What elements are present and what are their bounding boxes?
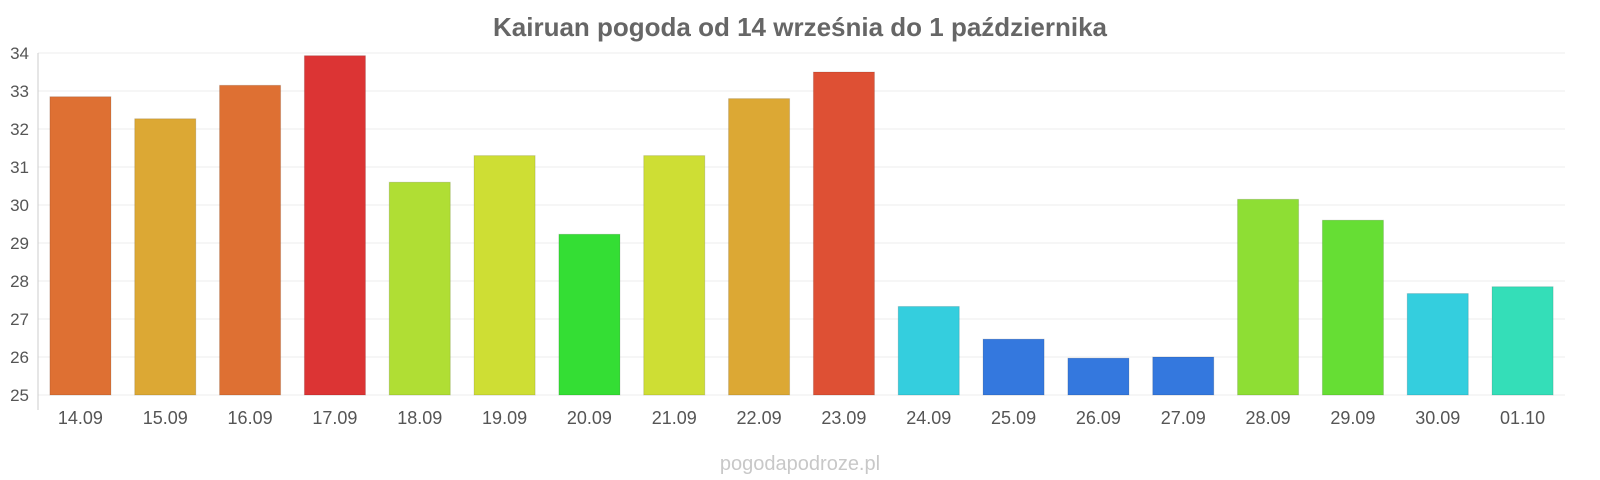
- x-tick-label: 22.09: [737, 408, 782, 428]
- bar-29.09[interactable]: [1321, 219, 1384, 396]
- x-tick-label: 15.09: [143, 408, 188, 428]
- x-tick-label: 24.09: [906, 408, 951, 428]
- bar-21.09[interactable]: [643, 155, 706, 396]
- y-axis-ticks: 25 26 27 28 29 30 31 32 33 34: [10, 44, 29, 405]
- bar-22.09[interactable]: [728, 98, 791, 396]
- x-tick-label: 14.09: [58, 408, 103, 428]
- y-tick-label: 25: [10, 386, 29, 405]
- x-tick-label: 23.09: [821, 408, 866, 428]
- x-tick-label: 21.09: [652, 408, 697, 428]
- bar-19.09[interactable]: [473, 155, 536, 396]
- x-tick-label: 19.09: [482, 408, 527, 428]
- x-tick-label: 30.09: [1415, 408, 1460, 428]
- x-tick-label: 17.09: [312, 408, 357, 428]
- bar-26.09[interactable]: [1067, 357, 1130, 396]
- y-tick-label: 32: [10, 120, 29, 139]
- y-tick-label: 29: [10, 234, 29, 253]
- y-tick-label: 26: [10, 348, 29, 367]
- bar-20.09[interactable]: [558, 233, 621, 396]
- bar-25.09[interactable]: [982, 338, 1045, 396]
- bar-24.09[interactable]: [897, 305, 960, 396]
- x-tick-label: 27.09: [1161, 408, 1206, 428]
- bar-28.09[interactable]: [1237, 198, 1300, 396]
- x-tick-label: 25.09: [991, 408, 1036, 428]
- bar-16.09[interactable]: [219, 84, 282, 396]
- chart-title: Kairuan pogoda od 14 września do 1 paźdz…: [493, 12, 1108, 42]
- bar-14.09[interactable]: [49, 96, 112, 396]
- y-tick-label: 33: [10, 82, 29, 101]
- x-tick-label: 28.09: [1246, 408, 1291, 428]
- bar-27.09[interactable]: [1152, 356, 1215, 396]
- x-tick-label: 20.09: [567, 408, 612, 428]
- bar-18.09[interactable]: [388, 181, 451, 396]
- x-tick-label: 16.09: [228, 408, 273, 428]
- y-tick-label: 34: [10, 44, 29, 63]
- bar-15.09[interactable]: [134, 118, 197, 396]
- y-tick-label: 30: [10, 196, 29, 215]
- x-tick-label: 18.09: [397, 408, 442, 428]
- bar-17.09[interactable]: [303, 55, 366, 396]
- bar-layer: [49, 55, 1554, 396]
- x-tick-label: 29.09: [1330, 408, 1375, 428]
- x-axis-ticks: 14.09 15.09 16.09 17.09 18.09 19.09 20.09 21.09…: [58, 408, 1545, 428]
- y-tick-label: 27: [10, 310, 29, 329]
- y-tick-label: 28: [10, 272, 29, 291]
- grid-layer: [38, 52, 1565, 396]
- bar-30.09[interactable]: [1406, 293, 1469, 396]
- bar-23.09[interactable]: [812, 71, 875, 396]
- x-tick-label: 01.10: [1500, 408, 1545, 428]
- bar-01.10[interactable]: [1491, 286, 1554, 396]
- y-tick-label: 31: [10, 158, 29, 177]
- x-tick-label: 26.09: [1076, 408, 1121, 428]
- watermark: pogodapodroze.pl: [720, 453, 880, 475]
